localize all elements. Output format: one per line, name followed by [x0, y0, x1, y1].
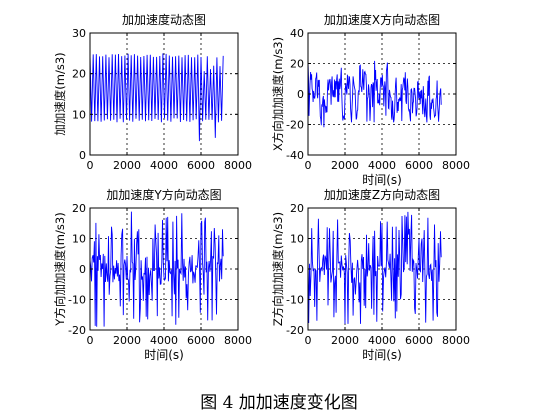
chart-3-xtick-label-4: 8000 — [224, 334, 252, 347]
chart-1-title: 加加速度动态图 — [122, 12, 206, 27]
chart-2-title: 加加速度X方向动态图 — [324, 12, 440, 27]
chart-3-xtick-label-1: 2000 — [113, 334, 141, 347]
chart-4-ylabel: Z方向加加速度(m/s3) — [271, 212, 285, 326]
chart-3-xlabel: 时间(s) — [144, 348, 184, 362]
chart-2-xtick-label-1: 2000 — [331, 159, 359, 172]
chart-4-ytick-label-4: 20 — [290, 202, 304, 215]
chart-1-xtick-label-4: 8000 — [224, 159, 252, 172]
chart-2-xtick-label-0: 0 — [305, 159, 312, 172]
chart-4-ytick-label-3: 10 — [290, 233, 304, 246]
chart-2-ytick-label-0: -40 — [286, 149, 304, 162]
chart-1-xtick-label-0: 0 — [87, 159, 94, 172]
chart-1-ytick-label-2: 20 — [72, 68, 86, 81]
chart-2-ytick-label-3: 20 — [290, 58, 304, 71]
chart-2-xlabel: 时间(s) — [362, 173, 402, 187]
chart-3-xtick-label-2: 4000 — [150, 334, 178, 347]
chart-2-xtick-label-4: 8000 — [442, 159, 470, 172]
chart-2-xtick-label-3: 6000 — [405, 159, 433, 172]
chart-3-ytick-label-3: 10 — [72, 233, 86, 246]
chart-4-ytick-label-0: -20 — [286, 324, 304, 337]
chart-4-xtick-label-4: 8000 — [442, 334, 470, 347]
chart-1-ytick-label-3: 30 — [72, 27, 86, 40]
chart-4-xtick-label-0: 0 — [305, 334, 312, 347]
figure-caption: 图 4 加加速度变化图 — [200, 393, 358, 413]
chart-2-series-line — [307, 60, 442, 128]
chart-3-xtick-label-3: 6000 — [187, 334, 215, 347]
chart-2-ytick-label-2: 0 — [297, 88, 304, 101]
chart-2-ylabel: X方向加加速度(m/s3) — [271, 37, 285, 151]
chart-4-ytick-label-1: -10 — [286, 294, 304, 307]
chart-2-ytick-label-1: -20 — [286, 119, 304, 132]
chart-3-ytick-label-1: -10 — [68, 294, 86, 307]
chart-4-xtick-label-1: 2000 — [331, 334, 359, 347]
chart-1-ytick-label-1: 10 — [72, 108, 86, 121]
chart-3-ytick-label-0: -20 — [68, 324, 86, 337]
chart-1-ytick-label-0: 0 — [79, 149, 86, 162]
chart-4-xtick-label-3: 6000 — [405, 334, 433, 347]
chart-1-ylabel: 加加速度(m/s3) — [53, 52, 67, 135]
chart-3-ytick-label-2: 0 — [79, 263, 86, 276]
chart-3-title: 加加速度Y方向动态图 — [106, 187, 221, 202]
chart-3-series-line — [89, 211, 224, 327]
chart-3-xtick-label-0: 0 — [87, 334, 94, 347]
chart-1-xtick-label-1: 2000 — [113, 159, 141, 172]
chart-4-ytick-label-2: 0 — [297, 263, 304, 276]
chart-2-xtick-label-2: 4000 — [368, 159, 396, 172]
chart-4-xtick-label-2: 4000 — [368, 334, 396, 347]
chart-3-ylabel: Y方向加加速度(m/s3) — [53, 212, 67, 326]
chart-4-xlabel: 时间(s) — [362, 348, 402, 362]
chart-2-ytick-label-4: 40 — [290, 27, 304, 40]
chart-1-xtick-label-3: 6000 — [187, 159, 215, 172]
chart-4-series-line — [307, 211, 442, 324]
chart-1-series-line — [89, 53, 224, 142]
chart-1-xtick-label-2: 4000 — [150, 159, 178, 172]
chart-4-title: 加加速度Z方向动态图 — [324, 187, 440, 202]
chart-3-ytick-label-4: 20 — [72, 202, 86, 215]
